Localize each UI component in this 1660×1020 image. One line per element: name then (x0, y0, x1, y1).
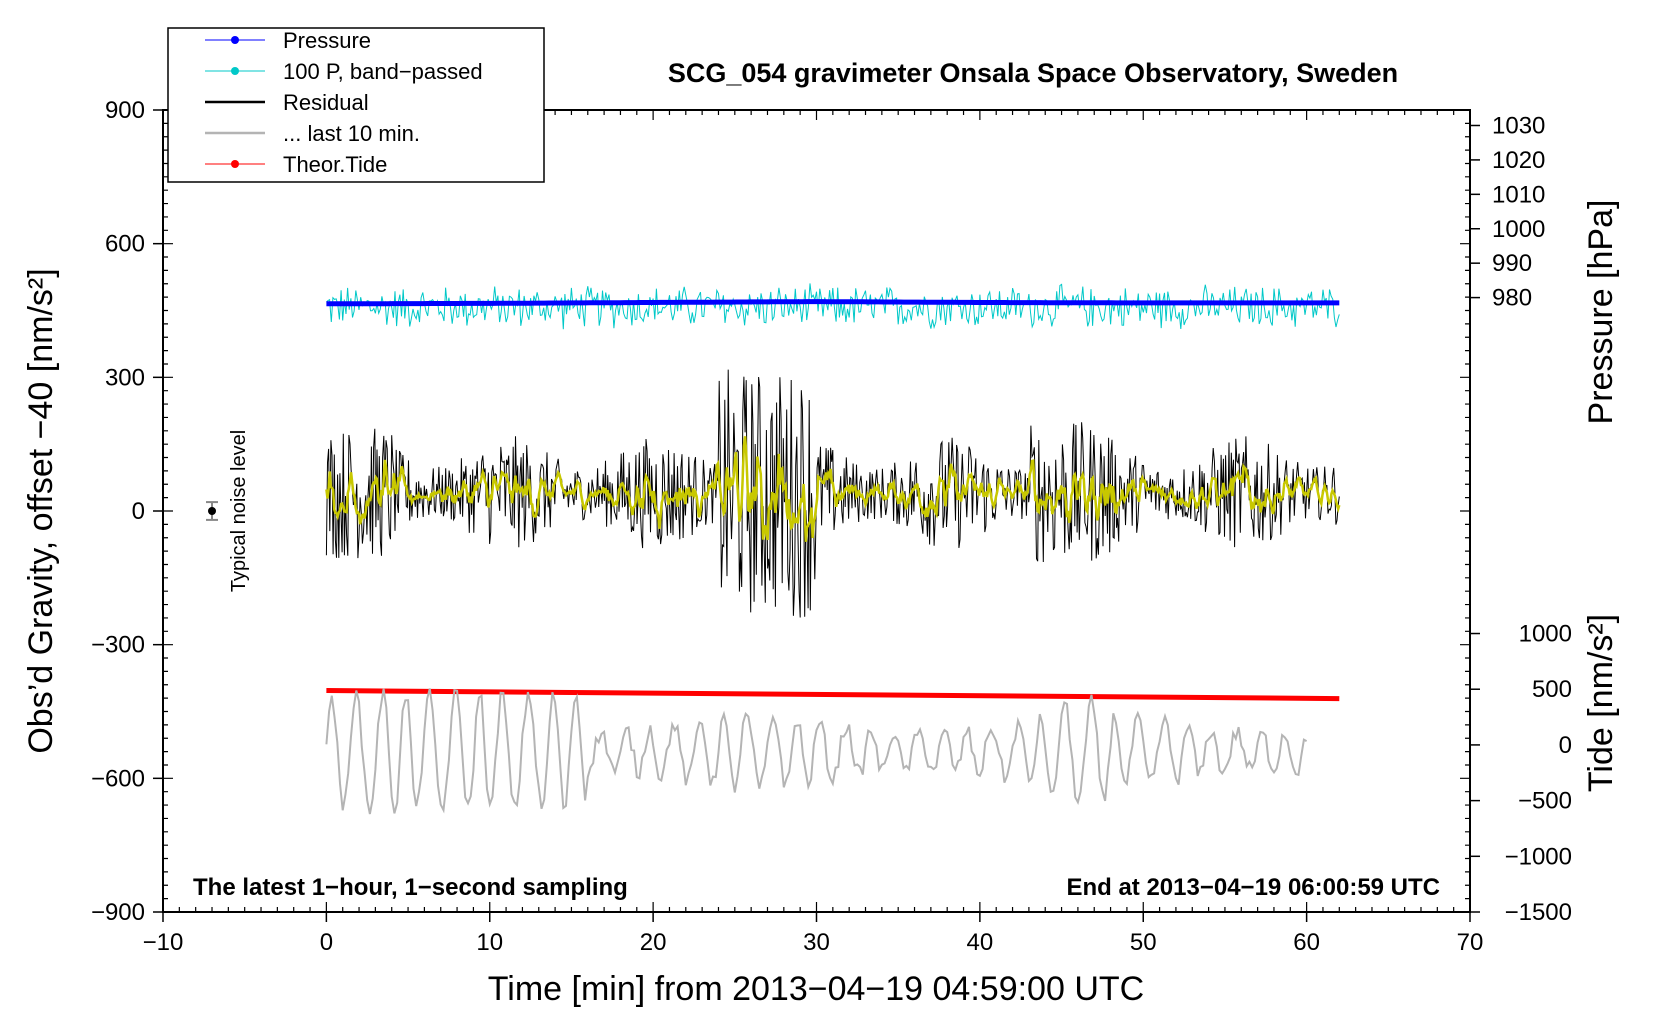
series-theoretical-tide (326, 688, 1340, 702)
y-left-axis-title: Obs’d Gravity, offset −40 [nm/s²] (22, 268, 60, 753)
noise-level-marker (206, 501, 219, 521)
legend-marker (231, 36, 239, 44)
y-left-tick-label: −300 (91, 632, 145, 659)
tide-axis: −1500 −1000 −500 0 500 1000 (1470, 621, 1572, 926)
sampling-note: The latest 1−hour, 1−second sampling (193, 874, 628, 901)
x-tick-label: 70 (1457, 929, 1484, 956)
x-tick-label: 60 (1293, 929, 1320, 956)
legend: Pressure 100 P, band−passed Residual ... la… (167, 27, 545, 183)
y-left-tick-label: 600 (105, 231, 145, 258)
y-left-tick-label: −900 (91, 899, 145, 926)
x-axis: −10 0 10 20 30 40 50 60 70 (143, 912, 1484, 956)
legend-label: Pressure (283, 28, 371, 53)
y-left-tick-label: 0 (132, 498, 145, 525)
noise-level-label: Typical noise level (228, 430, 250, 592)
pressure-tick-label: 1010 (1492, 181, 1545, 208)
x-axis-title: Time [min] from 2013−04−19 04:59:00 UTC (488, 970, 1144, 1008)
tide-tick-label: −1000 (1505, 843, 1572, 870)
y-left-tick-label: −600 (91, 765, 145, 792)
x-tick-label: 20 (640, 929, 667, 956)
x-tick-label: 10 (476, 929, 503, 956)
noise-dot (208, 507, 217, 515)
x-tick-label: 30 (803, 929, 830, 956)
pressure-tick-label: 990 (1492, 250, 1532, 277)
end-time-note: End at 2013−04−19 06:00:59 UTC (1066, 874, 1440, 901)
x-tick-label: 50 (1130, 929, 1157, 956)
tide-tick-label: 500 (1532, 676, 1572, 703)
series-pressure (326, 299, 1340, 307)
series-layer (325, 283, 1341, 815)
tide-tick-label: −500 (1518, 788, 1572, 815)
legend-box (167, 27, 545, 183)
chart-title: SCG_054 gravimeter Onsala Space Observat… (668, 58, 1398, 88)
series-residual (325, 369, 1340, 618)
tide-tick-label: 0 (1559, 732, 1572, 759)
legend-label: Theor.Tide (283, 152, 387, 177)
x-tick-label: 40 (967, 929, 994, 956)
legend-label: ... last 10 min. (283, 121, 420, 146)
series-last-10-min (325, 688, 1308, 815)
legend-label: 100 P, band−passed (283, 59, 483, 84)
pressure-axis: 980 990 1000 1010 1020 1030 (1470, 112, 1545, 312)
series-residual-smoothed (325, 436, 1341, 542)
pressure-axis-title: Pressure [hPa] (1582, 200, 1620, 425)
y-left-tick-label: 300 (105, 364, 145, 391)
y-left-tick-label: 900 (105, 97, 145, 124)
pressure-tick-label: 980 (1492, 285, 1532, 312)
tide-axis-title: Tide [nm/s²] (1582, 614, 1620, 792)
pressure-tick-label: 1000 (1492, 216, 1545, 243)
pressure-tick-label: 1020 (1492, 147, 1545, 174)
legend-marker (231, 67, 239, 75)
y-left-axis: −900 −600 −300 0 300 600 900 (91, 97, 163, 926)
legend-marker (231, 160, 239, 168)
x-tick-label: 0 (320, 929, 333, 956)
pressure-tick-label: 1030 (1492, 112, 1545, 139)
tide-tick-label: −1500 (1505, 899, 1572, 926)
series-pressure-bandpassed (326, 283, 1340, 330)
x-tick-label: −10 (143, 929, 184, 956)
tide-tick-label: 1000 (1519, 621, 1572, 648)
legend-label: Residual (283, 90, 369, 115)
